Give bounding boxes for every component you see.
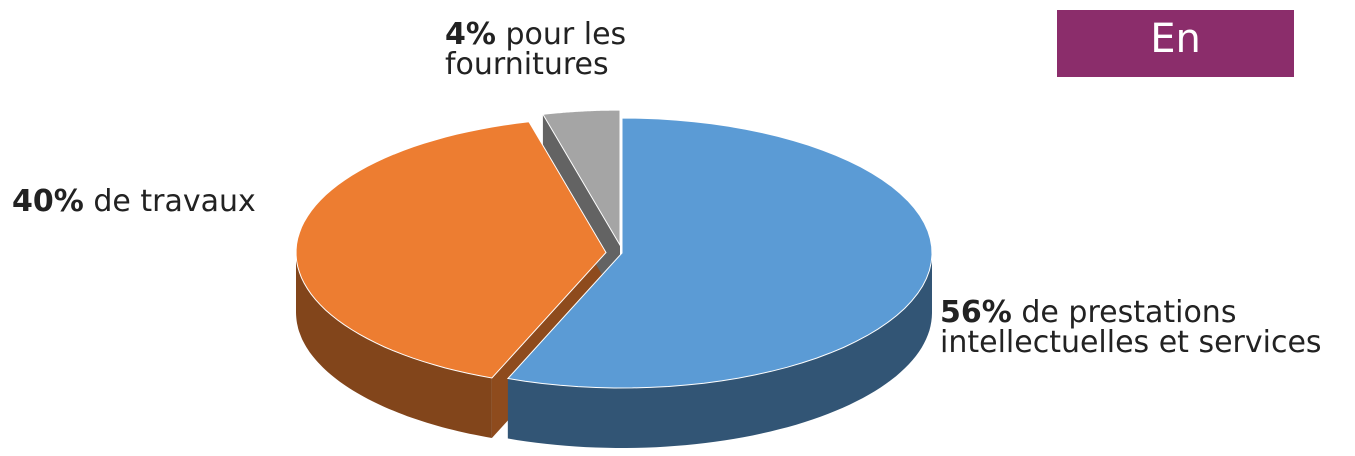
slice-side [507,253,932,448]
value-label: 40% [12,184,84,219]
slice-label: 4% pour les fournitures [445,20,650,80]
category-label: de prestations intellectuelles et servic… [940,295,1322,360]
category-label: pour les fournitures [445,17,627,82]
slice-side [296,252,492,438]
value-label: 4% [445,17,496,52]
value-label: 56% [940,295,1012,330]
slice [542,109,621,247]
slice [506,117,933,389]
category-label: de travaux [93,184,256,219]
chart-title: En dépenses [1057,10,1294,120]
slice-label: 56% de prestations intellectuelles et se… [940,298,1355,358]
slice-label: 40% de travaux [12,187,302,217]
slice [295,121,607,379]
